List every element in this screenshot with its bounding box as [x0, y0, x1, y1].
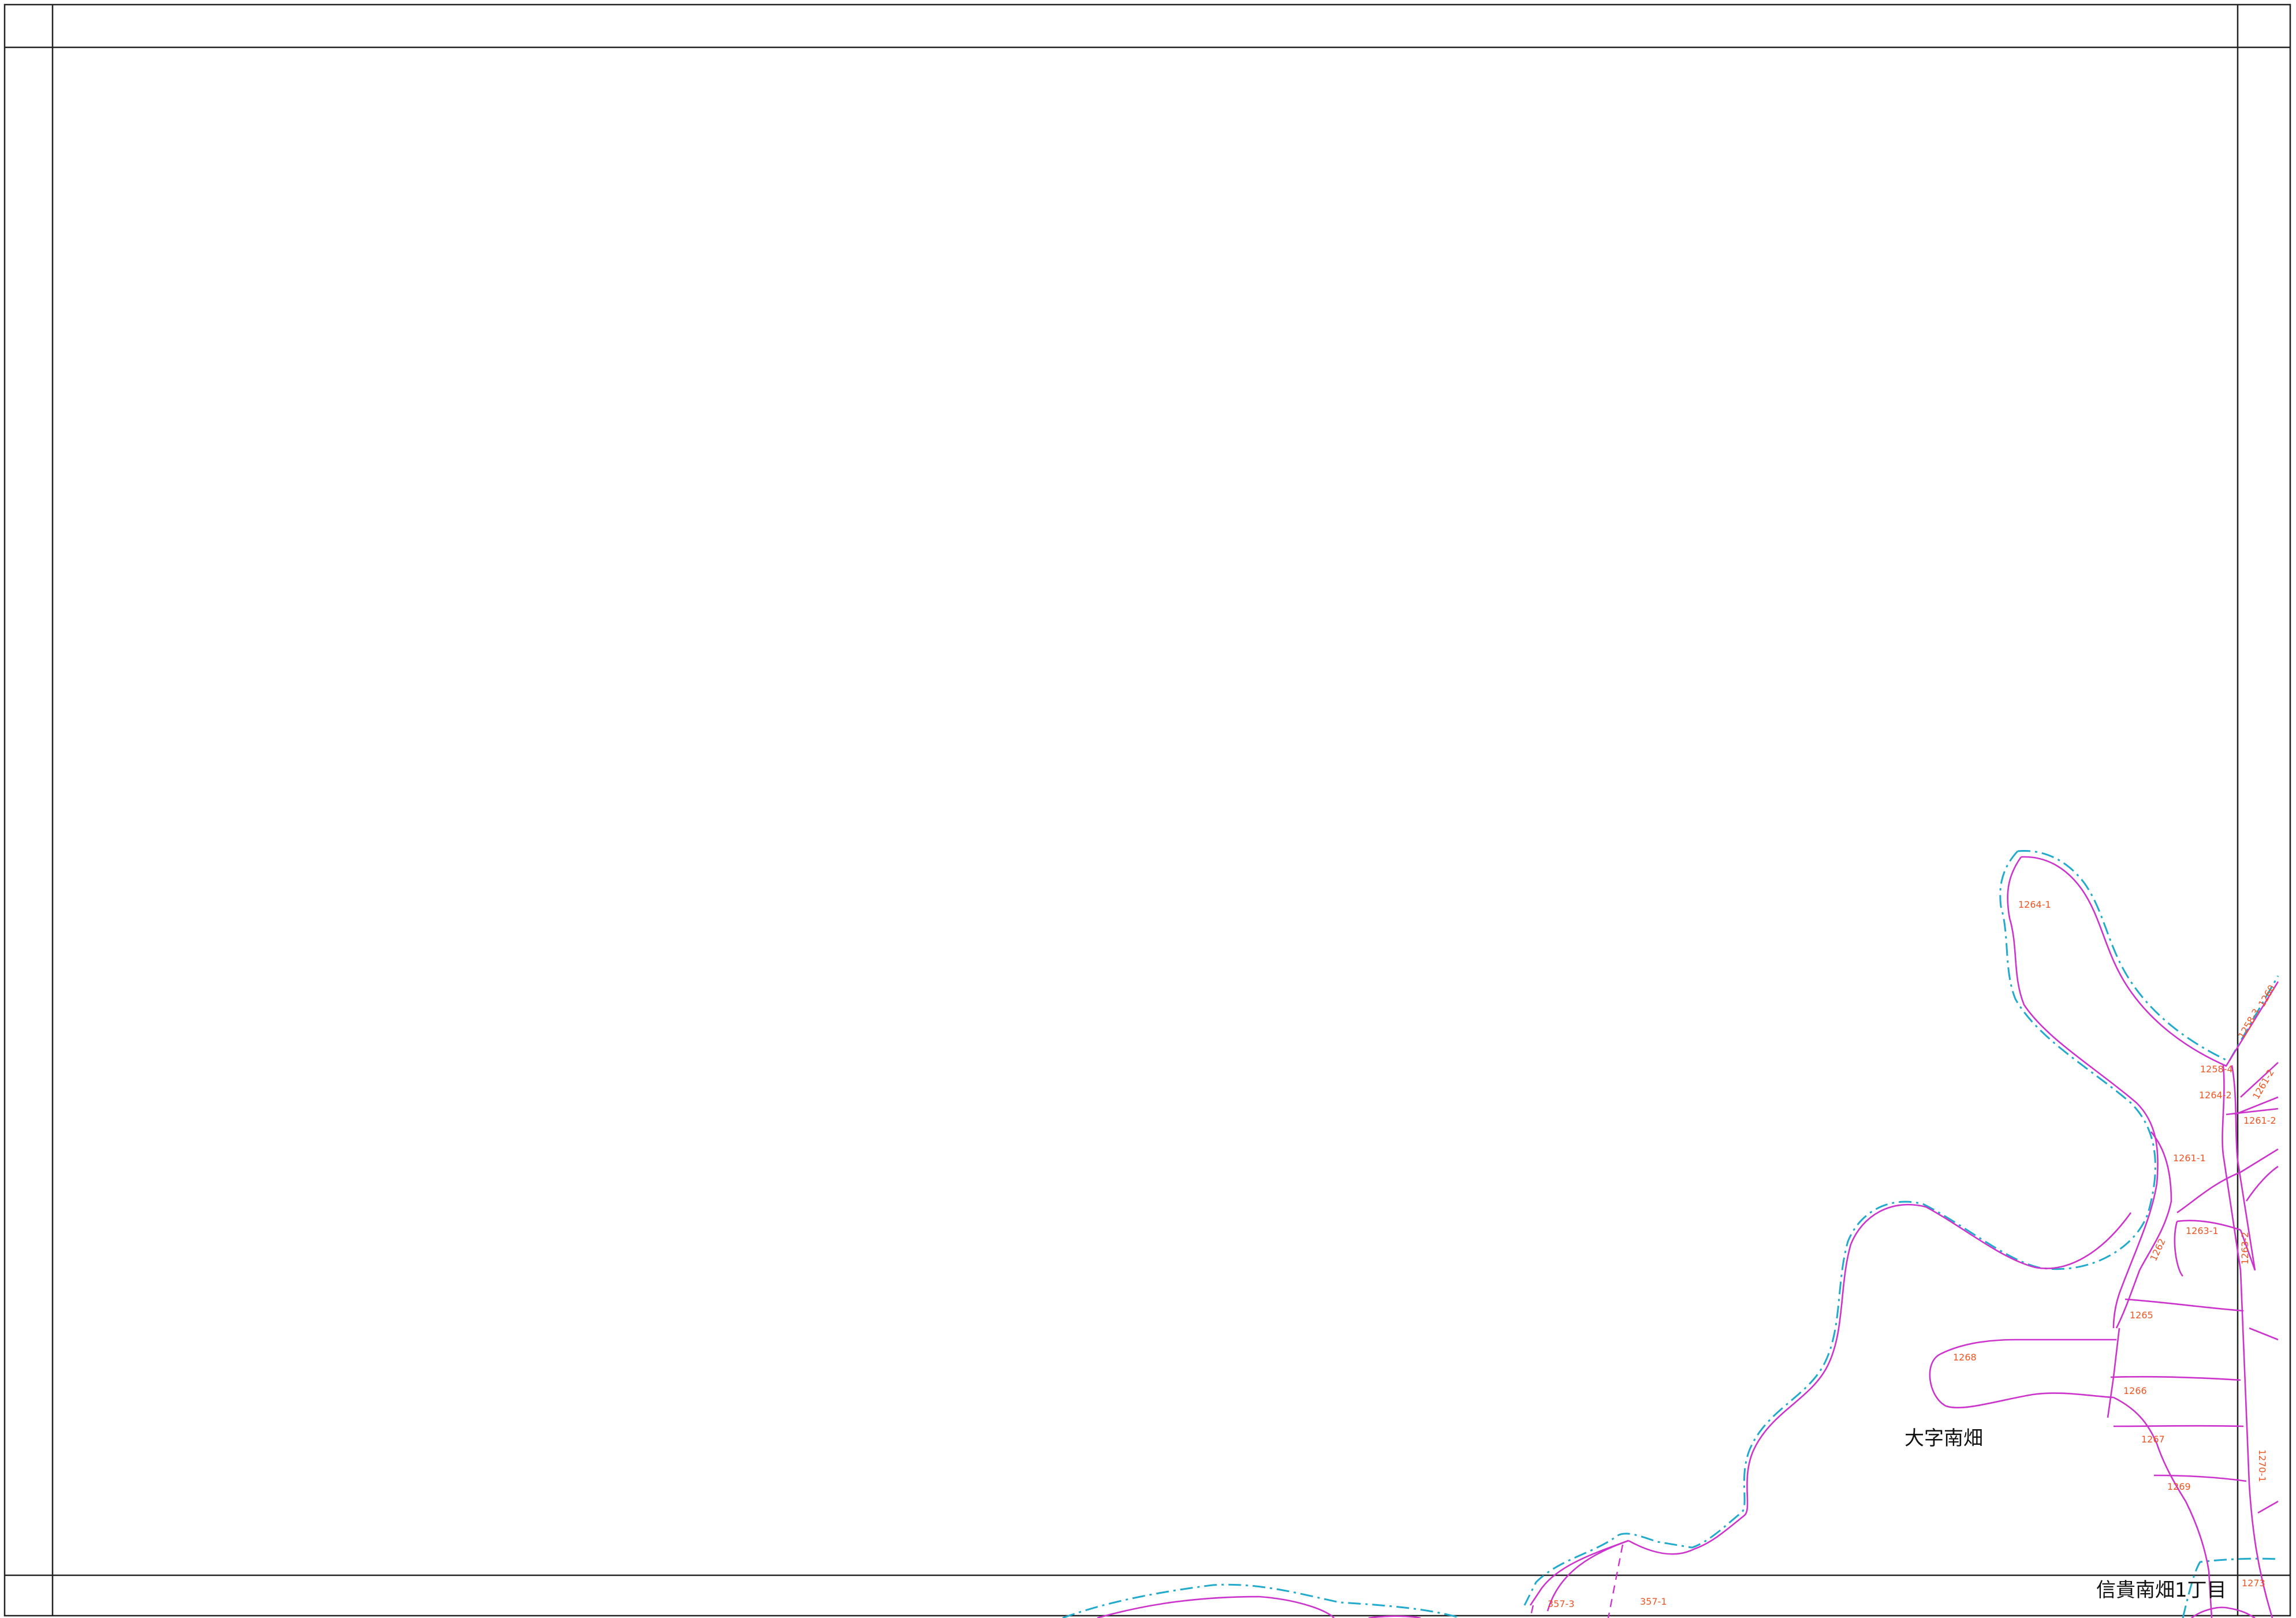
- lot-label: 1264-1: [2018, 899, 2051, 910]
- lot-label: 1266: [2123, 1385, 2147, 1396]
- lot-label: 1263-1: [2186, 1225, 2219, 1236]
- district-name-minamihata: 大字南畑: [1904, 1427, 1983, 1450]
- lot-label: 1269: [2167, 1481, 2191, 1492]
- lot-label: 1264-2: [2199, 1090, 2232, 1101]
- map-frame: [3, 3, 2291, 1617]
- lot-label: 1258-4: [2200, 1064, 2233, 1075]
- lot-label: 357-1: [1640, 1596, 1667, 1607]
- lot-numbers: 1264-1 1258-3 1258-4 1264-2 1261-2 1261-…: [1548, 899, 2278, 1609]
- parcel-lines: [1097, 856, 2279, 1618]
- lot-label: 1260: [2256, 983, 2278, 1009]
- lot-label: 1273: [2242, 1578, 2265, 1589]
- lot-label: 1263-2: [2239, 1232, 2250, 1265]
- district-name-shiki-minamihata: 信貴南畑1丁目: [2096, 1579, 2227, 1602]
- lot-label: 1261-1: [2173, 1153, 2206, 1164]
- lot-label: 1258-3: [2236, 1006, 2262, 1041]
- lot-label: 1270-1: [2257, 1449, 2268, 1482]
- lot-label: 1265: [2130, 1310, 2153, 1321]
- lot-label: 1268: [1953, 1352, 1977, 1363]
- lot-label: 1267: [2141, 1434, 2165, 1445]
- lot-label: 357-3: [1548, 1598, 1575, 1609]
- district-boundary: [1062, 849, 2279, 1618]
- district-names: 大字南畑 信貴南畑1丁目: [1904, 1427, 2227, 1602]
- lot-label: 1261-2: [2243, 1115, 2276, 1126]
